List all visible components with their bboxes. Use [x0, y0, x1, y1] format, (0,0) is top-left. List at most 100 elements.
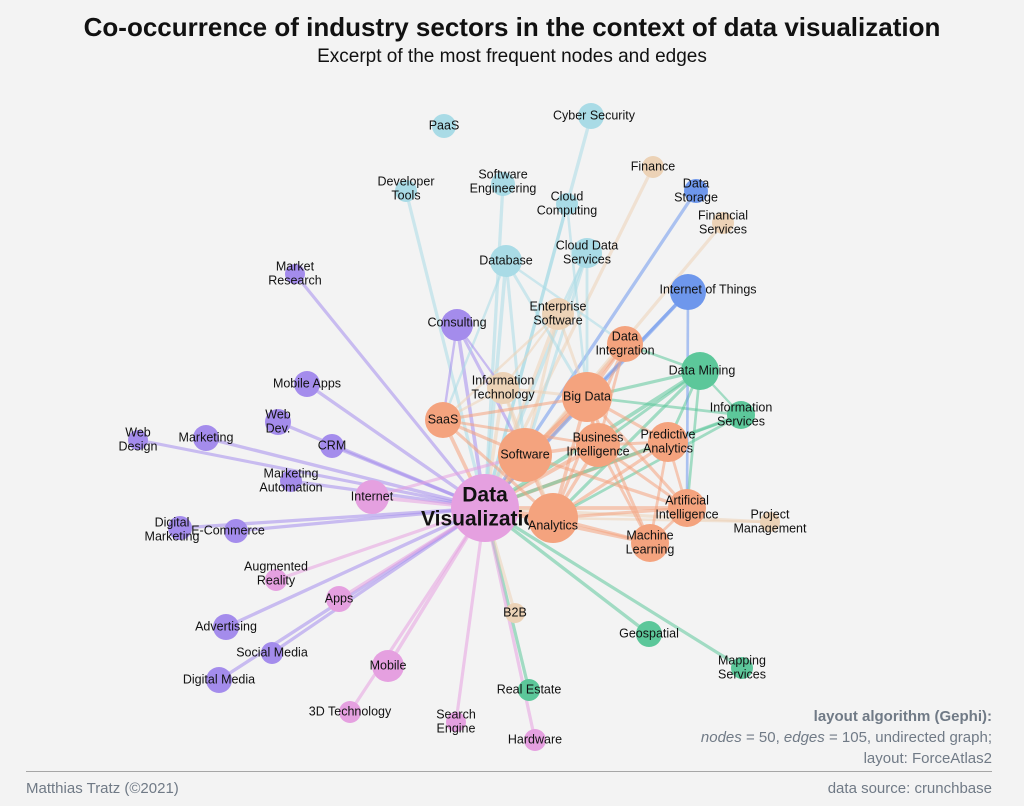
node-circle	[294, 371, 320, 397]
node-circle	[562, 372, 612, 422]
node-circle	[193, 425, 219, 451]
node-label: B2B	[503, 605, 527, 619]
node-circle	[280, 470, 302, 492]
edges-value: = 105, undirected graph;	[828, 729, 992, 746]
node-label: Integration	[595, 343, 654, 357]
node-circle	[491, 172, 515, 196]
node-circle	[505, 603, 525, 623]
node-label: Digital	[155, 515, 190, 529]
node-label: Technology	[471, 387, 535, 401]
node-dm[interactable]: Data Mining	[669, 352, 736, 390]
node-crm[interactable]: CRM	[318, 434, 346, 458]
node-label: Data	[683, 176, 709, 190]
node-mobile[interactable]: Mobile	[370, 650, 407, 682]
nodes-value: = 50,	[745, 729, 780, 746]
node-analytics[interactable]: Analytics	[528, 493, 578, 543]
edge-ai-dm	[685, 370, 702, 509]
node-circle	[578, 103, 604, 129]
node-circle	[542, 298, 574, 330]
node-circle	[441, 309, 473, 341]
node-3d[interactable]: 3D Technology	[309, 701, 392, 723]
node-label: 3D Technology	[309, 704, 392, 718]
node-label: CRM	[318, 438, 346, 452]
node-cyber[interactable]: Cyber Security	[553, 103, 636, 129]
node-saas[interactable]: SaaS	[425, 402, 461, 438]
node-circle	[528, 493, 578, 543]
node-label: Advertising	[195, 619, 257, 633]
node-label: Business	[573, 430, 624, 444]
node-label: Internet	[351, 489, 394, 503]
node-circle	[731, 657, 753, 679]
node-label: Real Estate	[497, 682, 562, 696]
node-marketing[interactable]: Marketing	[179, 425, 234, 451]
node-circle	[498, 428, 552, 482]
node-label: Mapping	[718, 653, 766, 667]
edge-bigdata-ml	[585, 396, 652, 544]
node-label: Financial	[698, 208, 748, 222]
node-label: Management	[734, 521, 807, 535]
node-adv[interactable]: Advertising	[195, 614, 257, 640]
node-paas[interactable]: PaaS	[429, 114, 460, 138]
node-consulting[interactable]: Consulting	[427, 309, 487, 341]
node-circle	[576, 423, 620, 467]
node-software[interactable]: Software	[498, 428, 552, 482]
node-circle	[636, 621, 662, 647]
node-finance[interactable]: Finance	[631, 156, 676, 178]
node-label: Web	[265, 407, 291, 421]
node-hardware[interactable]: Hardware	[508, 729, 562, 751]
node-label: Analytics	[643, 441, 693, 455]
node-ecom[interactable]: E-Commerce	[191, 519, 265, 543]
node-label: Marketing	[145, 529, 200, 543]
node-label: Engine	[437, 721, 476, 735]
node-label: Information	[710, 400, 773, 414]
node-label: Tools	[391, 188, 420, 202]
node-label: Digital Media	[183, 672, 255, 686]
node-label: Artificial	[665, 493, 709, 507]
node-db[interactable]: Database	[479, 245, 533, 277]
node-label: Visualization	[421, 508, 549, 531]
node-geo[interactable]: Geospatial	[619, 621, 679, 647]
node-iot[interactable]: Internet of Things	[659, 274, 757, 310]
node-label: Services	[563, 252, 611, 266]
node-circle	[518, 679, 540, 701]
node-mobileapps[interactable]: Mobile Apps	[273, 371, 341, 397]
node-bigdata[interactable]: Big Data	[562, 372, 612, 422]
node-digmedia[interactable]: Digital Media	[183, 667, 255, 693]
node-circle	[261, 642, 283, 664]
node-re[interactable]: Real Estate	[497, 679, 562, 701]
node-b2b[interactable]: B2B	[503, 603, 527, 623]
node-label: Data	[462, 484, 508, 507]
node-label: Learning	[626, 542, 675, 556]
node-internet[interactable]: Internet	[351, 480, 394, 514]
node-apps[interactable]: Apps	[325, 586, 354, 612]
node-label: Information	[472, 373, 535, 387]
node-social[interactable]: Social Media	[236, 642, 308, 664]
node-label: Cloud Data	[556, 238, 619, 252]
edge-dv-ar	[275, 506, 486, 582]
node-label: Big Data	[563, 389, 611, 403]
